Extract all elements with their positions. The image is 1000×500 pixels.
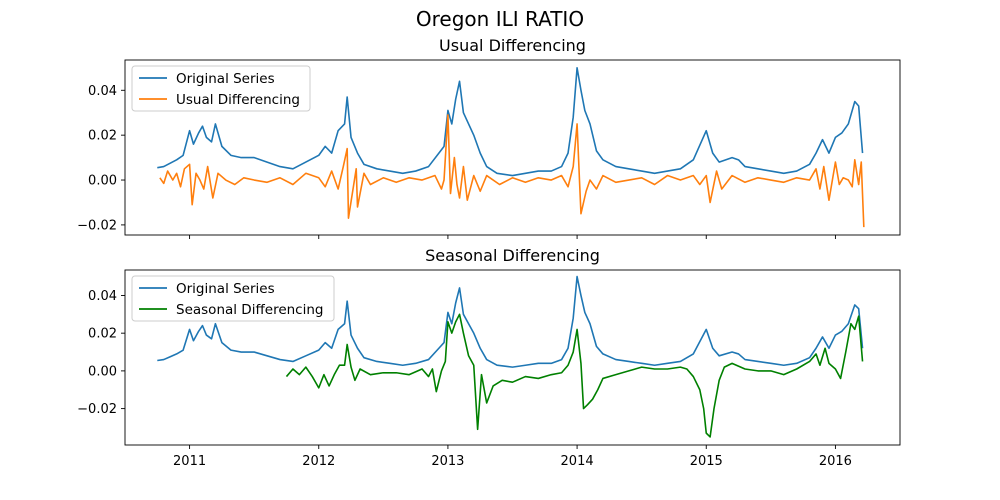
legend-label-original-series: Original Series: [176, 281, 275, 297]
series-line-original-series-seasonal: [157, 275, 864, 368]
legend-box-usual: [131, 65, 311, 112]
y-tick-label: −0.02: [77, 402, 117, 417]
legend-box-seasonal: [131, 275, 335, 322]
legend-label-original-series: Original Series: [176, 71, 275, 87]
axes-frame-usual: [124, 59, 901, 236]
y-tick-label: 0.04: [88, 84, 117, 99]
series-line-usual-differencing-usual: [159, 114, 865, 228]
x-tick-label: 2012: [302, 454, 335, 469]
panel-title-seasonal: Seasonal Differencing: [425, 246, 600, 265]
y-tick-label: −0.02: [77, 218, 117, 233]
x-tick-label: 2011: [173, 454, 206, 469]
x-tick-label: 2016: [819, 454, 852, 469]
legend-label-seasonal-differencing: Seasonal Differencing: [176, 302, 323, 318]
x-tick-label: 2015: [690, 454, 723, 469]
panel-usual-differencing: Usual Differencing −0.02 0.00 0.02 0.04 Orig…: [77, 36, 901, 239]
y-tick-label: 0.02: [88, 327, 117, 342]
figure-title: Oregon ILI RATIO: [416, 7, 584, 31]
legend-label-usual-differencing: Usual Differencing: [176, 92, 300, 108]
x-tick-label: 2013: [431, 454, 464, 469]
y-tick-label: 0.02: [88, 129, 117, 144]
y-tick-label: 0.00: [88, 174, 117, 189]
series-line-original-series-usual: [157, 67, 864, 177]
y-tick-label: 0.00: [88, 364, 117, 379]
x-tick-label: 2014: [561, 454, 594, 469]
axes-frame-seasonal: [124, 269, 901, 446]
y-tick-label: 0.04: [88, 289, 117, 304]
panel-seasonal-differencing: Seasonal Differencing −0.02 0.00 0.02 0.04 2…: [77, 246, 901, 469]
series-line-seasonal-differencing-seasonal: [285, 313, 864, 438]
panel-title-usual: Usual Differencing: [439, 36, 586, 55]
